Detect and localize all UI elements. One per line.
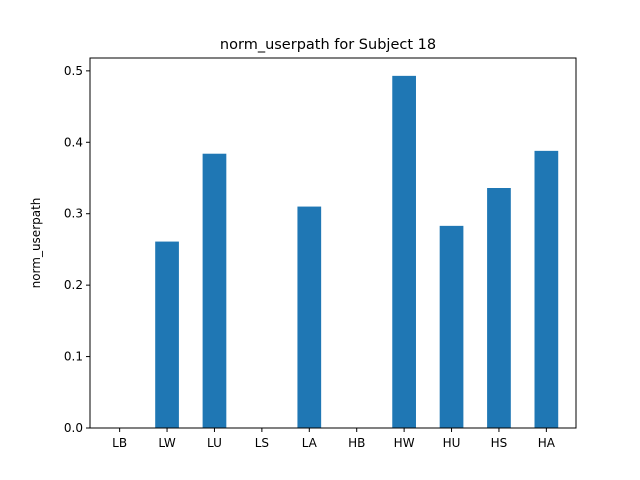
y-tick-label: 0.1 [64,350,83,364]
bar-lu [202,153,227,428]
bars-group [155,75,559,429]
bar-ha [534,150,559,429]
bar-hs [487,188,511,428]
x-tick-label: LU [207,436,222,450]
chart-title: norm_userpath for Subject 18 [220,37,436,53]
plot-frame [89,57,577,429]
x-ticks-group: LB LW LU LS LA HB HW HU HS HA [112,428,556,450]
y-tick-label: 0.0 [64,421,83,435]
y-tick-label: 0.3 [64,207,83,221]
bar-la [297,206,322,428]
x-tick-label: HB [348,436,365,450]
y-tick-label: 0.2 [64,278,83,292]
y-axis-label: norm_userpath [29,198,43,289]
y-tick-label: 0.4 [64,135,83,149]
x-tick-label: HA [538,436,556,450]
x-tick-label: HS [491,436,508,450]
x-tick-label: LS [255,436,269,450]
x-tick-label: HU [443,436,461,450]
bar-hw [392,75,416,429]
bar-lw [155,241,179,428]
x-tick-label: LA [302,436,318,450]
x-tick-label: HW [394,436,415,450]
y-ticks-group: 0.0 0.1 0.2 0.3 0.4 0.5 [64,64,90,435]
y-tick-label: 0.5 [64,64,83,78]
x-tick-label: LB [112,436,127,450]
x-tick-label: LW [158,436,176,450]
bar-hu [439,225,464,428]
